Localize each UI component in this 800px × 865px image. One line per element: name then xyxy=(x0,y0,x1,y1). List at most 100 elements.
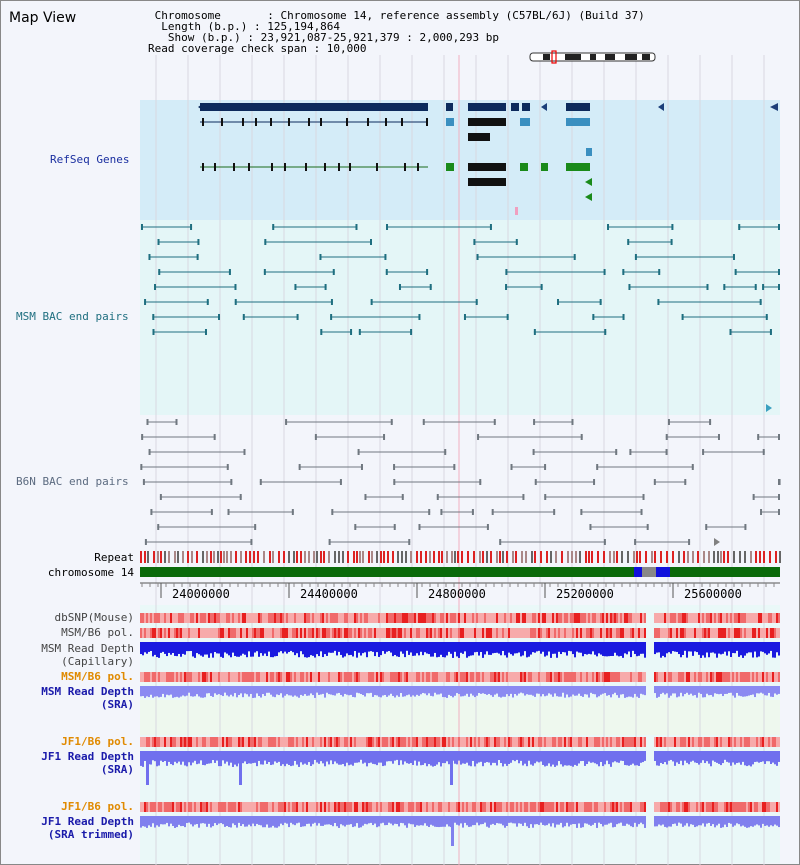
msm-b6-pol-strip xyxy=(254,628,256,638)
msm-bac-end xyxy=(355,224,358,230)
dbsnp-strip xyxy=(490,613,492,623)
msm-depth-sra-bar xyxy=(458,686,460,695)
msm-bac-end xyxy=(765,314,768,320)
msm-b6-pol-2-strip xyxy=(364,672,366,682)
jf1-b6-pol-2-strip xyxy=(484,802,486,812)
jf1-depth-sra-bar xyxy=(498,751,500,761)
track-label-dbsnp[interactable]: dbSNP(Mouse) xyxy=(54,611,134,624)
msm-depth-sra-bar xyxy=(574,686,576,696)
msm-b6-pol-2-strip xyxy=(466,672,468,682)
msm-b6-pol-2-strip xyxy=(382,672,384,682)
track-label-jf1-b6-pol-2[interactable]: JF1/B6 pol. xyxy=(61,800,134,813)
jf1-depth-sra-bar xyxy=(182,751,184,762)
dbsnp-strip xyxy=(444,613,446,623)
msm-depth-capillary-bar xyxy=(478,642,480,656)
msm-depth-sra-bar xyxy=(356,686,358,693)
msm-depth-sra-bar xyxy=(746,686,748,697)
b6n-bac-end xyxy=(762,449,765,455)
repeat-element xyxy=(672,551,674,563)
jf1-depth-trim-bar xyxy=(552,816,554,824)
msm-depth-capillary-bar xyxy=(412,642,414,656)
jf1-b6-pol-strip xyxy=(624,737,626,747)
track-label-jf1-depth-trim[interactable]: JF1 Read Depth xyxy=(41,815,134,828)
msm-b6-pol-strip xyxy=(384,628,386,638)
dbsnp-strip xyxy=(452,613,454,623)
msm-bac-end xyxy=(463,314,466,320)
msm-depth-sra-bar xyxy=(544,686,546,697)
msm-b6-pol-2-strip xyxy=(538,672,540,682)
dbsnp-strip xyxy=(700,613,702,623)
msm-depth-capillary-bar xyxy=(570,642,572,652)
msm-b6-pol-2-strip xyxy=(588,672,590,682)
jf1-depth-trim-bar xyxy=(522,816,524,826)
msm-b6-pol-2-strip xyxy=(152,672,154,682)
msm-depth-sra-bar xyxy=(748,686,750,696)
msm-depth-sra-bar xyxy=(662,686,664,693)
msm-b6-pol-2-strip xyxy=(346,672,348,682)
msm-depth-sra-bar xyxy=(340,686,342,695)
track-label-msm-depth-sra[interactable]: MSM Read Depth xyxy=(41,685,134,698)
msm-b6-pol-2-strip xyxy=(602,672,604,682)
jf1-b6-pol-strip xyxy=(550,737,552,747)
msm-b6-pol-strip xyxy=(712,628,714,638)
msm-depth-sra-bar xyxy=(208,686,210,694)
jf1-depth-trim-bar xyxy=(466,816,468,826)
track-label-msm-bac[interactable]: MSM BAC end pairs xyxy=(16,310,129,323)
track-label-msm-b6-pol[interactable]: MSM/B6 pol. xyxy=(61,626,134,639)
dbsnp-strip xyxy=(256,613,258,623)
dbsnp-strip xyxy=(238,613,240,623)
msm-depth-capillary-bar xyxy=(656,642,658,653)
msm-depth-sra-bar xyxy=(308,686,310,696)
track-label-msm-depth-capillary[interactable]: MSM Read Depth xyxy=(41,642,134,655)
dbsnp-strip xyxy=(216,613,218,623)
jf1-depth-sra-bar xyxy=(156,751,158,767)
jf1-depth-sra-bar xyxy=(502,751,504,767)
msm-depth-capillary-bar xyxy=(684,642,686,651)
msm-depth-capillary-bar xyxy=(338,642,340,652)
msm-depth-capillary-bar xyxy=(766,642,768,655)
track-label-jf1-b6-pol[interactable]: JF1/B6 pol. xyxy=(61,735,134,748)
jf1-b6-pol-2-strip xyxy=(622,802,624,812)
dbsnp-strip xyxy=(582,613,584,623)
msm-depth-capillary-bar xyxy=(584,642,586,655)
jf1-depth-sra-bar xyxy=(770,751,772,765)
track-label-jf1-depth-sra[interactable]: JF1 Read Depth xyxy=(41,750,134,763)
msm-b6-pol-2-strip xyxy=(478,672,480,682)
msm-depth-capillary-bar xyxy=(150,642,152,651)
jf1-depth-sra-bar xyxy=(682,751,684,766)
track-label-refseq[interactable]: RefSeq Genes xyxy=(50,153,130,166)
msm-b6-pol-strip xyxy=(276,628,278,638)
jf1-b6-pol-2-strip xyxy=(348,802,350,812)
jf1-depth-sra-bar xyxy=(292,751,294,766)
msm-b6-pol-strip xyxy=(480,628,482,638)
jf1-b6-pol-2-strip xyxy=(504,802,506,812)
jf1-b6-pol-2-strip xyxy=(624,802,626,812)
track-label-msm-b6-pol-2[interactable]: MSM/B6 pol. xyxy=(61,670,134,683)
jf1-depth-sra-bar xyxy=(330,751,332,761)
jf1-depth-sra-bar xyxy=(418,751,420,762)
msm-b6-pol-2-strip xyxy=(180,672,182,682)
jf1-b6-pol-strip xyxy=(434,737,436,747)
jf1-depth-sra-bar xyxy=(640,751,642,763)
msm-depth-capillary-bar xyxy=(296,642,298,654)
msm-b6-pol-2-strip xyxy=(570,672,572,682)
msm-b6-pol-strip xyxy=(764,628,766,638)
msm-depth-sra-bar xyxy=(582,686,584,697)
msm-depth-capillary-bar xyxy=(482,642,484,658)
repeat-element xyxy=(603,551,605,563)
msm-b6-pol-strip xyxy=(612,628,614,638)
dbsnp-strip xyxy=(240,613,242,623)
msm-bac-end xyxy=(729,329,732,335)
jf1-depth-sra-bar xyxy=(410,751,412,764)
msm-b6-pol-strip xyxy=(192,628,194,638)
msm-depth-capillary-bar xyxy=(304,642,306,658)
track-label-b6n-bac[interactable]: B6N BAC end pairs xyxy=(16,475,129,488)
jf1-b6-pol-2-strip xyxy=(342,802,344,812)
msm-depth-capillary-bar xyxy=(390,642,392,653)
msm-b6-pol-2-strip xyxy=(656,672,658,682)
msm-b6-pol-2-strip xyxy=(506,672,508,682)
msm-b6-pol-2-strip xyxy=(430,672,432,682)
jf1-b6-pol-2-strip xyxy=(276,802,278,812)
jf1-b6-pol-strip xyxy=(742,737,744,747)
